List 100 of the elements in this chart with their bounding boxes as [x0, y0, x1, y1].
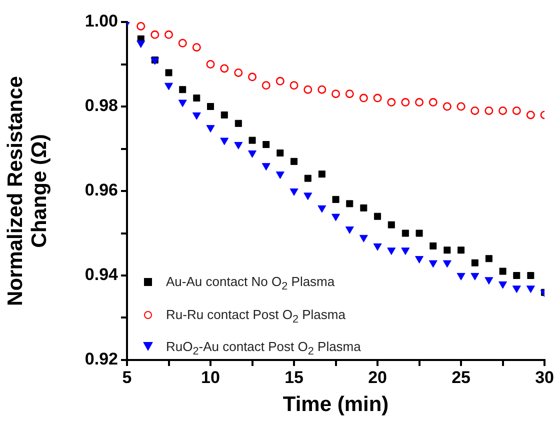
- point: [248, 150, 256, 158]
- y-tick-label: 0.92: [84, 350, 118, 369]
- point: [512, 286, 521, 294]
- point: [276, 149, 284, 156]
- x-tick-label: 30: [535, 368, 554, 387]
- legend-label: RuO$_{2}$-Au contact Post O$_{2}$ Plasma: [166, 339, 361, 358]
- point: [512, 106, 521, 115]
- x-tick-label: 10: [201, 368, 220, 387]
- point: [164, 30, 174, 39]
- point: [318, 205, 326, 213]
- point: [387, 98, 396, 107]
- point: [290, 188, 298, 196]
- legend-label: Ru-Ru contact Post O$_{2}$ Plasma: [166, 306, 346, 326]
- point: [234, 120, 242, 127]
- point: [359, 94, 368, 102]
- y-tick-label: 0.98: [84, 96, 118, 116]
- point: [248, 136, 256, 144]
- point: [444, 246, 451, 254]
- x-tick-label: 20: [368, 368, 387, 387]
- point: [346, 200, 354, 208]
- point: [179, 86, 186, 94]
- point: [470, 106, 480, 115]
- point: [220, 64, 229, 73]
- point: [458, 246, 465, 254]
- point: [499, 268, 506, 275]
- point: [318, 170, 326, 178]
- x-tick-label: 25: [452, 368, 470, 387]
- point: [388, 221, 395, 228]
- y-tick-label: 0.96: [84, 180, 118, 200]
- point: [164, 82, 173, 90]
- point: [345, 226, 354, 234]
- point: [207, 103, 214, 110]
- point: [165, 69, 172, 76]
- point: [234, 68, 243, 77]
- y-tick-label: 1.00: [84, 12, 118, 31]
- point: [498, 281, 508, 289]
- x-tick-label: 5: [122, 368, 132, 387]
- point: [471, 259, 478, 266]
- point: [374, 212, 382, 220]
- legend-label: Au-Au contact No O$_{2}$ Plasma: [166, 274, 335, 293]
- point: [206, 60, 215, 68]
- point: [387, 248, 396, 255]
- point: [220, 138, 229, 146]
- point: [290, 158, 298, 165]
- point: [484, 277, 494, 285]
- point: [262, 81, 270, 90]
- point: [513, 272, 520, 280]
- point: [456, 272, 466, 280]
- point: [178, 100, 187, 108]
- point: [193, 94, 200, 102]
- point: [428, 98, 438, 107]
- point: [276, 172, 284, 179]
- point: [234, 142, 243, 150]
- point: [415, 256, 424, 264]
- point: [360, 204, 368, 212]
- x-axis-title: Time (min): [282, 393, 389, 416]
- point: [415, 98, 424, 107]
- point: [304, 174, 312, 182]
- point: [470, 272, 480, 280]
- point: [136, 22, 146, 30]
- point: [290, 81, 298, 90]
- point: [276, 76, 284, 86]
- point: [304, 85, 312, 94]
- point: [456, 102, 466, 111]
- point: [192, 43, 201, 52]
- point: [136, 40, 146, 48]
- point: [178, 38, 187, 48]
- point: [262, 141, 270, 148]
- point: [359, 234, 368, 242]
- point: [332, 90, 340, 98]
- point: [373, 243, 382, 251]
- point: [442, 102, 452, 111]
- point: [401, 248, 410, 255]
- point: [220, 111, 228, 118]
- point: [192, 112, 201, 120]
- point: [402, 230, 409, 237]
- point: [332, 214, 340, 222]
- point: [527, 272, 534, 280]
- point: [373, 94, 382, 102]
- point: [484, 106, 494, 115]
- point: [526, 286, 535, 294]
- point: [304, 192, 312, 200]
- point: [428, 260, 438, 268]
- y-axis-title: Normalized Resistance Change (Ω): [4, 76, 52, 306]
- point: [442, 260, 452, 268]
- point: [150, 30, 160, 39]
- point: [262, 163, 270, 170]
- point: [345, 90, 354, 98]
- point: [416, 230, 423, 237]
- point: [485, 255, 492, 262]
- point: [318, 85, 326, 94]
- x-tick-label: 15: [284, 368, 304, 387]
- y-tick-label: 0.94: [84, 265, 119, 284]
- point: [498, 106, 508, 115]
- point: [332, 196, 340, 203]
- point: [401, 98, 410, 107]
- point: [430, 242, 437, 250]
- point: [526, 110, 535, 120]
- point: [248, 72, 257, 82]
- point: [206, 125, 215, 132]
